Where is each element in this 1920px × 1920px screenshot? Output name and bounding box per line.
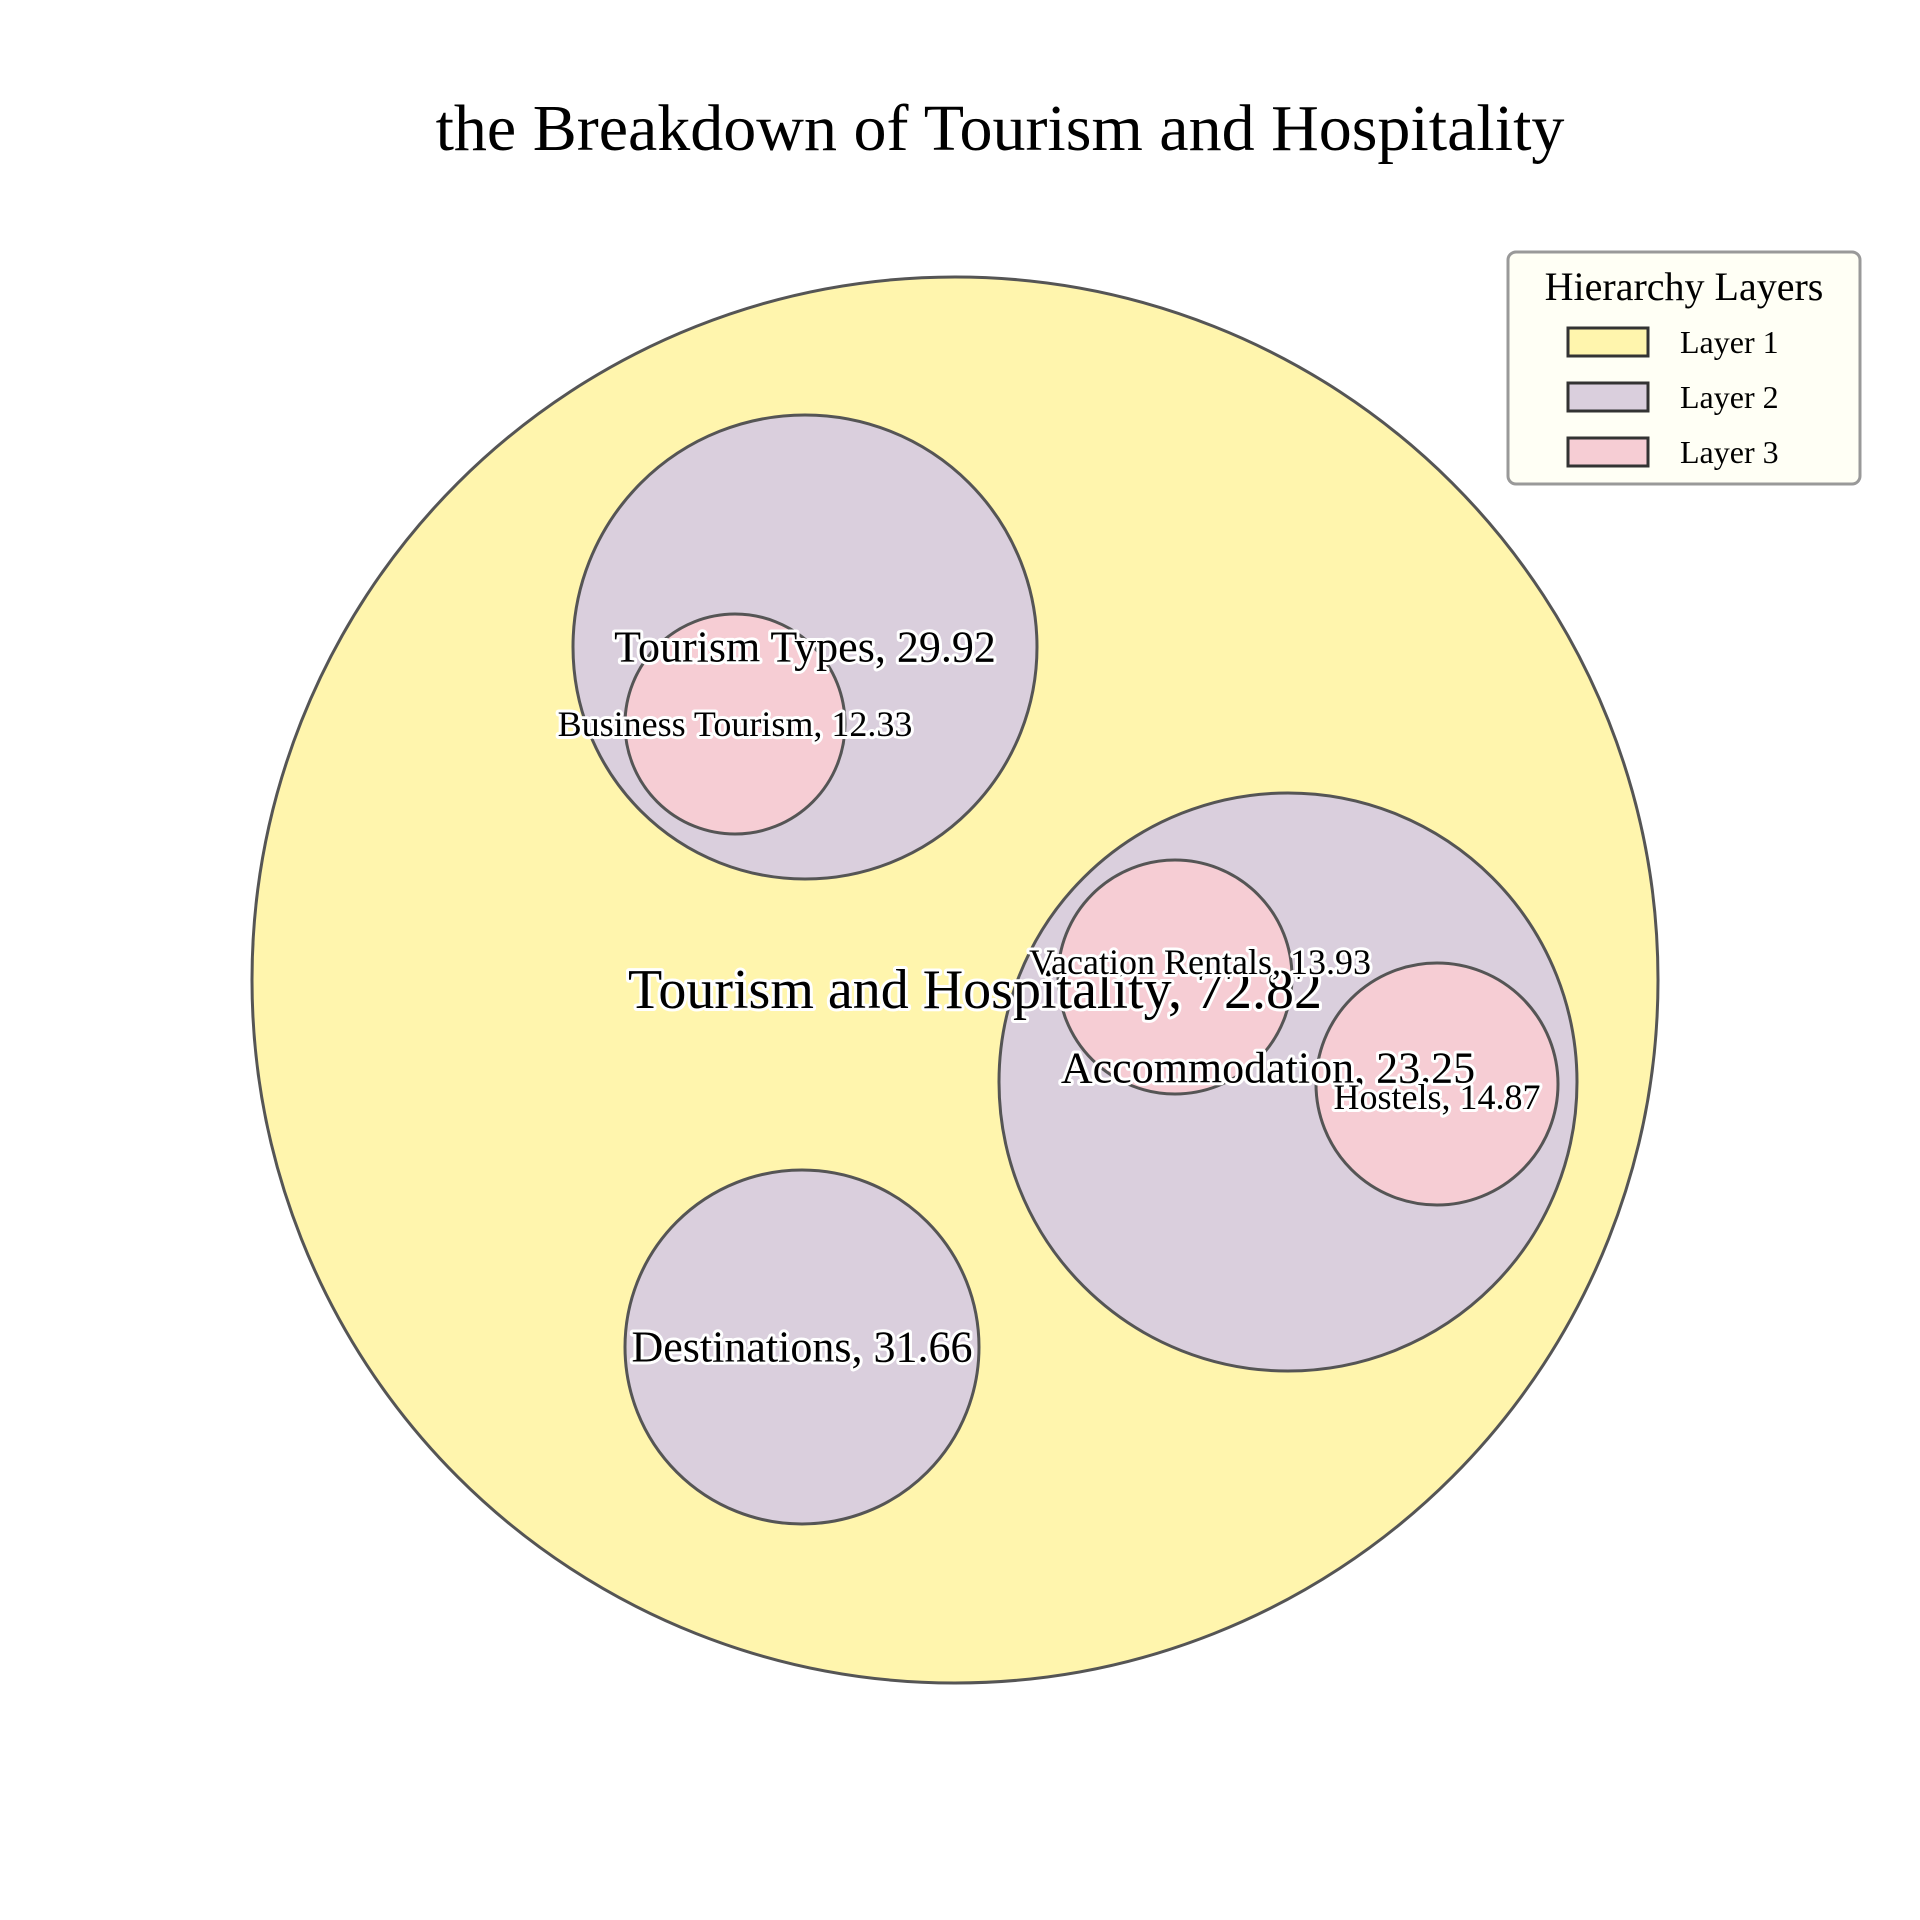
circle-business-tourism xyxy=(623,612,847,836)
legend-swatch-layer-2 xyxy=(1566,381,1650,413)
circles-group xyxy=(250,275,1660,1685)
legend-title: Hierarchy Layers xyxy=(1545,264,1824,309)
legend: Hierarchy Layers Layer 1 Layer 2 Layer 3 xyxy=(1506,250,1862,486)
legend-frame xyxy=(1506,250,1862,486)
legend-label-layer-3: Layer 3 xyxy=(1680,434,1779,470)
legend-swatch-layer-3 xyxy=(1566,436,1650,468)
legend-label-layer-1: Layer 1 xyxy=(1680,324,1779,360)
legend-swatch-layer-1 xyxy=(1566,326,1650,358)
label-destinations: Destinations, 31.66 xyxy=(632,1323,973,1372)
label-accommodation: Accommodation, 23.25 xyxy=(1061,1044,1475,1093)
label-tourism-types: Tourism Types, 29.92 xyxy=(614,623,996,672)
label-business-tourism: Business Tourism, 12.33 xyxy=(558,704,913,744)
circle-vacation-rentals xyxy=(1056,858,1294,1096)
label-vacation-rentals: Vacation Rentals, 13.93 xyxy=(1029,942,1371,982)
circle-hostels xyxy=(1314,961,1560,1207)
legend-items: Layer 1 Layer 2 Layer 3 xyxy=(1566,324,1779,470)
labels-group: Tourism and Hospitality, 72.82 Tourism Ty… xyxy=(555,620,1544,1375)
label-hostels: Hostels, 14.87 xyxy=(1334,1077,1541,1117)
legend-label-layer-2: Layer 2 xyxy=(1680,379,1779,415)
circle-destinations xyxy=(623,1168,981,1526)
chart-title: the Breakdown of Tourism and Hospitality xyxy=(436,92,1565,165)
label-root: Tourism and Hospitality, 72.82 xyxy=(628,959,1322,1021)
